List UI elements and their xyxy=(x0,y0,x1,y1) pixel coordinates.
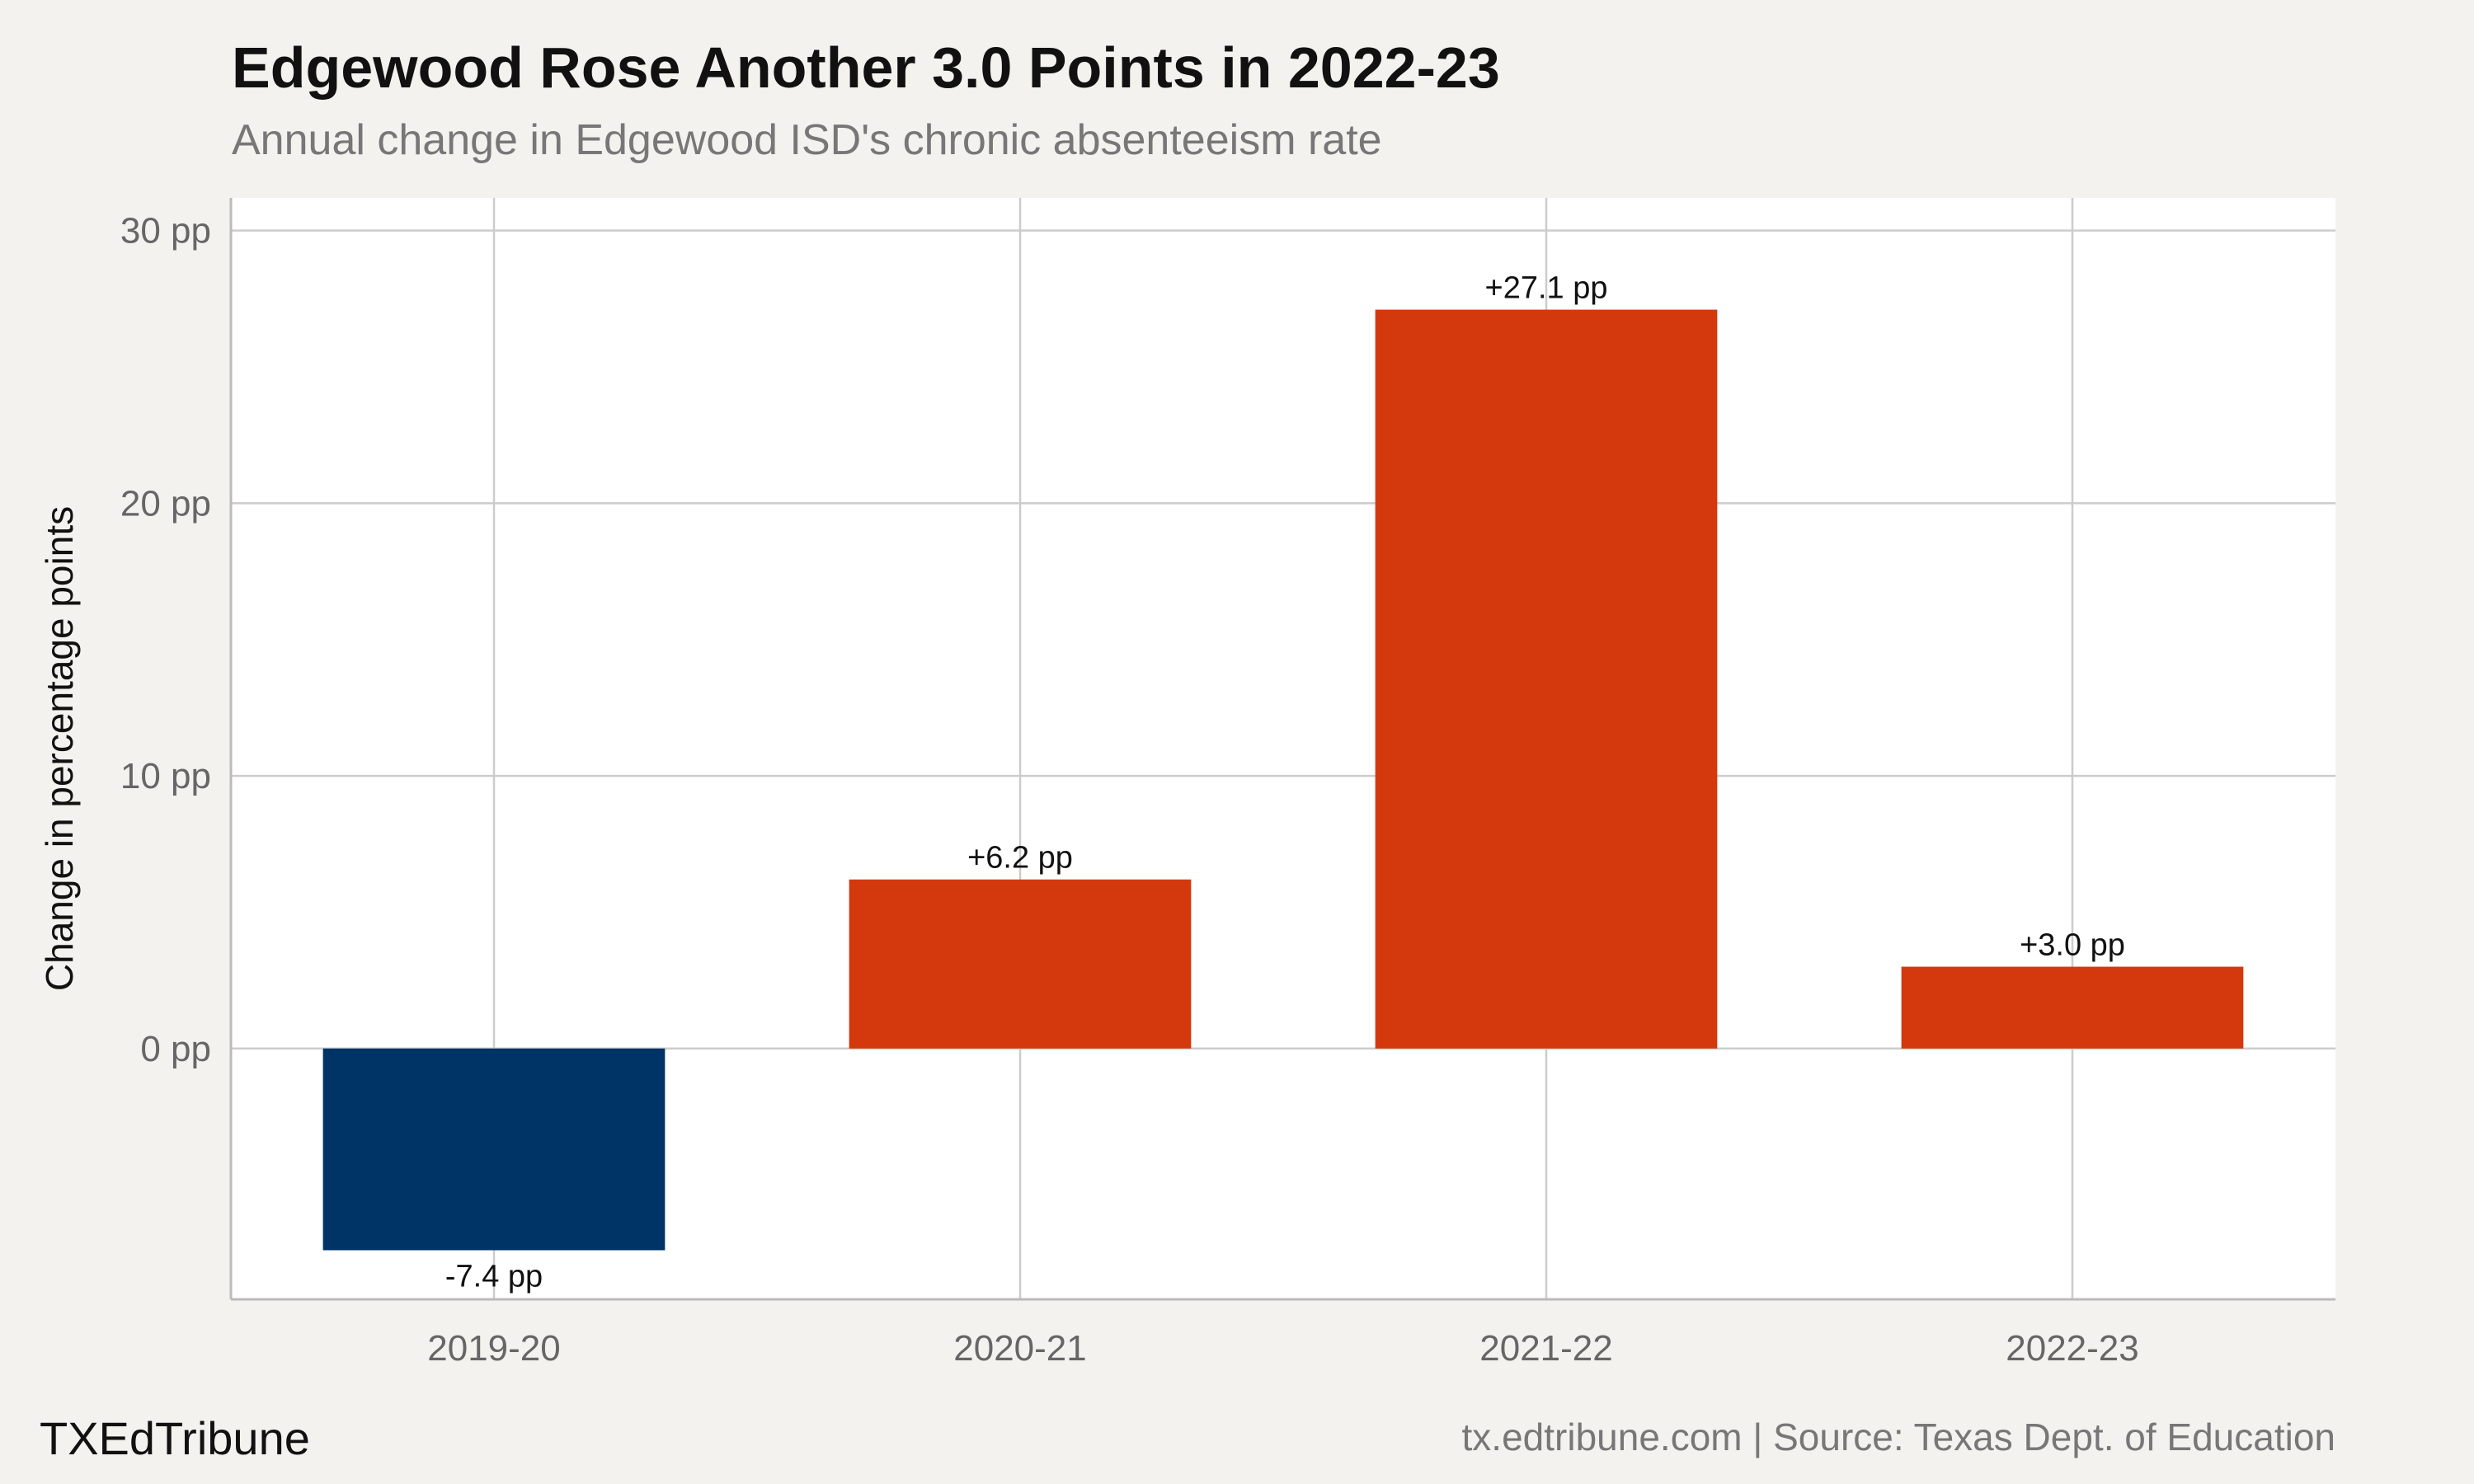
data-label: +3.0 pp xyxy=(2020,928,2125,963)
bars xyxy=(322,309,2244,1251)
y-tick-label: 30 pp xyxy=(120,211,211,251)
data-label: +27.1 pp xyxy=(1485,271,1608,306)
bar-2020-21 xyxy=(849,879,1192,1049)
y-tick-label: 0 pp xyxy=(140,1029,211,1069)
x-tick-label: 2021-22 xyxy=(1479,1328,1612,1369)
data-label: +6.2 pp xyxy=(967,841,1073,876)
bar-2022-23 xyxy=(1901,966,2244,1049)
y-axis-title: Change in percentage points xyxy=(38,506,81,991)
x-tick-label: 2020-21 xyxy=(953,1328,1086,1369)
y-tick-label: 20 pp xyxy=(120,483,211,524)
bar-2019-20 xyxy=(322,1048,666,1251)
brand-logo-text: TXEdTribune xyxy=(40,1412,310,1464)
axes: 0 pp 10 pp 20 pp 30 pp 2019-20 2020-21 2021-22… xyxy=(120,198,2335,1369)
data-labels: -7.4 pp +6.2 pp +27.1 pp +3.0 pp xyxy=(445,271,2125,1294)
y-tick-label: 10 pp xyxy=(120,756,211,796)
bar-2021-22 xyxy=(1375,309,1718,1049)
chart-title: Edgewood Rose Another 3.0 Points in 2022… xyxy=(232,35,1500,100)
x-tick-label: 2019-20 xyxy=(427,1328,560,1369)
chart-subtitle: Annual change in Edgewood ISD's chronic … xyxy=(232,116,1382,164)
x-tick-label: 2022-23 xyxy=(2006,1328,2138,1369)
source-credit: tx.edtribune.com | Source: Texas Dept. o… xyxy=(1461,1416,2335,1458)
data-label: -7.4 pp xyxy=(445,1259,543,1294)
